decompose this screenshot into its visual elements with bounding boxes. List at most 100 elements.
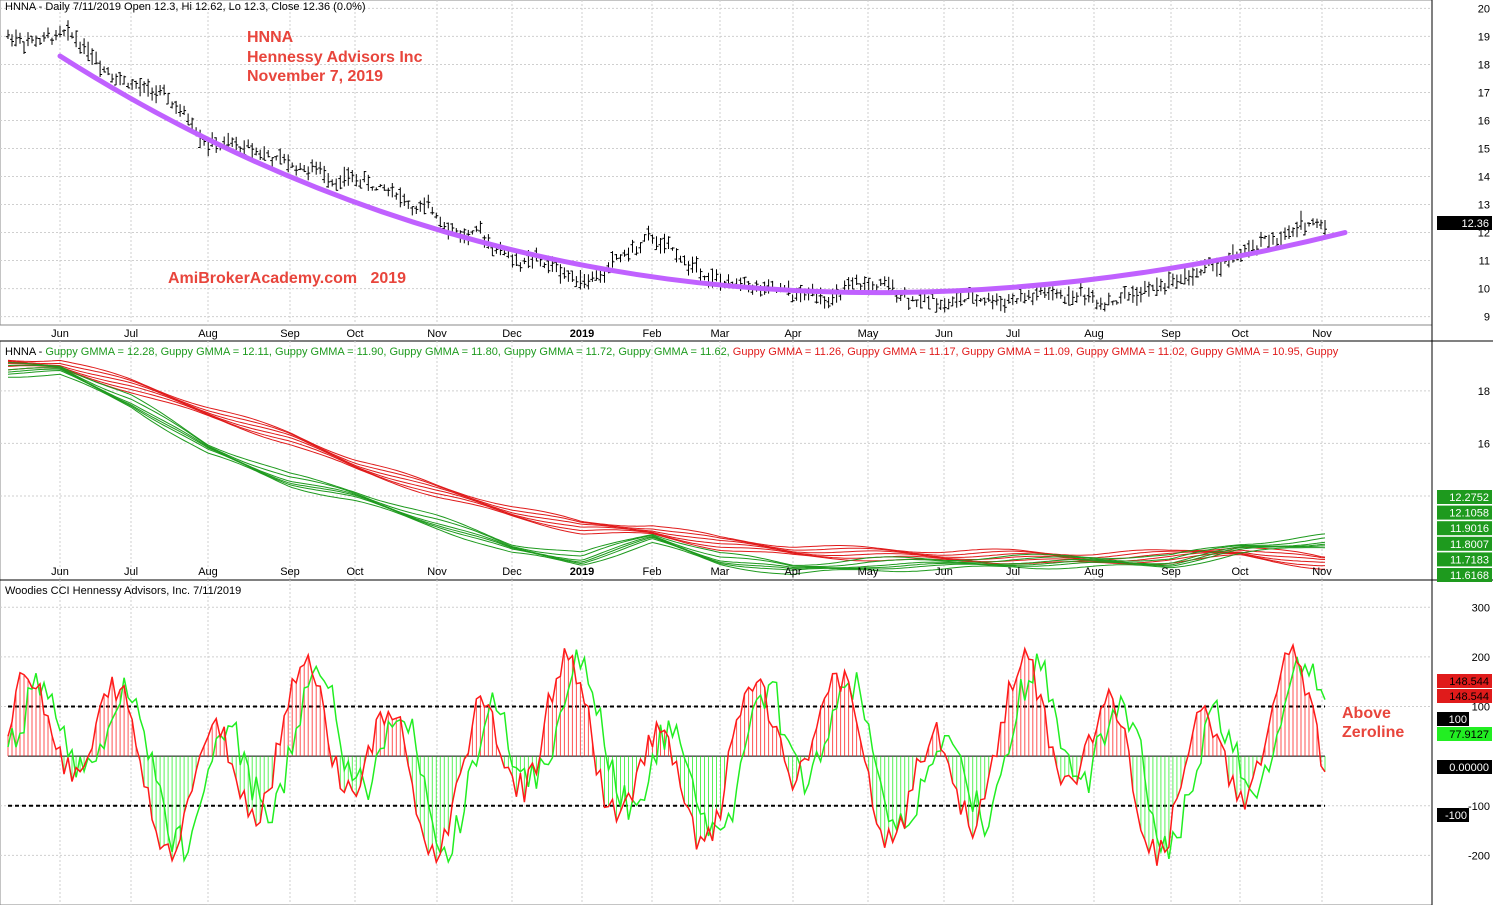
price-tick-10: 10 <box>1478 284 1490 296</box>
month-label-1-8: Feb <box>643 566 662 578</box>
month-label-0-15: Sep <box>1161 328 1181 340</box>
cci-tick-1: 200 <box>1472 652 1490 664</box>
month-label-0-8: Feb <box>643 328 662 340</box>
gmma-header-item-6: Guppy GMMA = 11.26, <box>733 346 847 358</box>
gmma-value-2-bg <box>1437 521 1492 536</box>
month-label-1-14: Aug <box>1084 566 1104 578</box>
gmma-value-1-bg <box>1437 505 1492 520</box>
month-label-0-3: Sep <box>280 328 300 340</box>
cci-header: Woodies CCI Hennessy Advisors, Inc. 7/11… <box>5 585 241 597</box>
month-label-0-11: May <box>858 328 879 340</box>
annotation-zeroline: Zeroline <box>1342 724 1404 741</box>
month-label-0-1: Jul <box>124 328 138 340</box>
price-tick-11: 9 <box>1484 312 1490 324</box>
month-label-1-2: Aug <box>198 566 218 578</box>
gmma-header-item-2: Guppy GMMA = 11.90, <box>275 346 389 358</box>
month-label-0-4: Oct <box>346 328 363 340</box>
price-header: HNNA - Daily 7/11/2019 Open 12.3, Hi 12.… <box>5 1 366 13</box>
cci-value-4: 0.00000 <box>1449 762 1489 774</box>
price-last-label: 12.36 <box>1461 218 1489 230</box>
gmma-lines <box>7 359 1326 576</box>
price-tick-7: 13 <box>1478 200 1490 212</box>
month-label-1-13: Jul <box>1006 566 1020 578</box>
cci-value-3-bg <box>1437 727 1492 741</box>
month-label-1-15: Sep <box>1161 566 1181 578</box>
price-tick-6: 14 <box>1478 172 1490 184</box>
gmma-short-3 <box>8 373 1326 576</box>
gmma-short-1 <box>7 369 1325 571</box>
trend-curve <box>57 53 1348 296</box>
month-label-0-5: Nov <box>427 328 447 340</box>
month-label-1-11: May <box>858 566 879 578</box>
cci-m100-bg <box>1437 808 1469 822</box>
gmma-header-item-9: Guppy GMMA = 11.02, <box>1076 346 1190 358</box>
cci-tick-3: -100 <box>1468 801 1490 813</box>
gmma-header-item-5: Guppy GMMA = 11.62, <box>618 346 732 358</box>
month-label-1-6: Dec <box>502 566 522 578</box>
gmma-tick-0: 18 <box>1478 386 1490 398</box>
gmma-value-1: 12.1058 <box>1449 508 1489 520</box>
value-labels: 12.36 12.2752 12.1058 11.9016 11.8007 11.7183… <box>1437 216 1492 822</box>
gmma-header-item-1: Guppy GMMA = 12.11, <box>161 346 275 358</box>
gmma-header-item-0: Guppy GMMA = 12.28, <box>45 346 160 358</box>
month-label-1-7: 2019 <box>570 566 594 578</box>
gmma-value-0: 12.2752 <box>1449 492 1489 504</box>
gmma-value-2: 11.9016 <box>1450 523 1489 535</box>
gmma-value-3: 11.8007 <box>1450 539 1489 551</box>
cci-value-4-bg <box>1437 760 1492 774</box>
month-label-1-4: Oct <box>346 566 363 578</box>
cci-value-2: 100 <box>1449 714 1467 726</box>
gmma-value-5: 11.6168 <box>1450 570 1489 582</box>
price-tick-2: 18 <box>1478 59 1490 71</box>
cci-100-bg <box>1437 712 1469 726</box>
month-label-1-12: Jun <box>935 566 953 578</box>
month-label-1-10: Apr <box>784 566 801 578</box>
gmma-long-3 <box>7 361 1326 561</box>
cci-layer <box>7 642 1326 866</box>
annotation-site: AmiBrokerAcademy.com 2019 <box>168 270 406 287</box>
cci-value-0: 148.544 <box>1449 676 1489 688</box>
month-label-1-5: Nov <box>427 566 447 578</box>
price-tick-4: 16 <box>1478 116 1490 128</box>
price-tick-9: 11 <box>1479 256 1490 268</box>
month-label-0-10: Apr <box>784 328 801 340</box>
gmma-header-item-11: Guppy <box>1306 346 1339 358</box>
month-label-1-0: Jun <box>51 566 69 578</box>
price-tick-5: 15 <box>1478 144 1490 156</box>
month-label-1-16: Oct <box>1231 566 1248 578</box>
month-label-0-6: Dec <box>502 328 522 340</box>
gmma-header-item-8: Guppy GMMA = 11.09, <box>962 346 1076 358</box>
gmma-header-prefix: HNNA - <box>5 346 45 358</box>
month-label-0-0: Jun <box>51 328 69 340</box>
price-tick-8: 12 <box>1478 228 1490 240</box>
price-tick-1: 19 <box>1478 31 1490 43</box>
cci-value-0-bg <box>1437 674 1492 688</box>
gmma-long-4 <box>7 360 1326 559</box>
gmma-value-4-bg <box>1437 552 1492 567</box>
cci-tick-2: 100 <box>1472 702 1490 714</box>
gmma-short-2 <box>7 364 1326 567</box>
gmma-header-items: Guppy GMMA = 12.28, Guppy GMMA = 12.11, … <box>45 346 1338 358</box>
month-labels: Jun Jul Aug Sep Oct Nov Dec 2019 Feb Mar Apr May Jun… <box>51 328 1332 578</box>
gmma-header-item-10: Guppy GMMA = 10.95, <box>1191 346 1306 358</box>
gmma-header-item-3: Guppy GMMA = 11.80, <box>389 346 503 358</box>
gmma-long-0 <box>7 367 1326 570</box>
cci-value-1-bg <box>1437 689 1492 703</box>
price-tick-3: 17 <box>1478 88 1490 100</box>
price-last-label-bg <box>1437 216 1492 230</box>
gmma-panel-frame <box>0 340 1433 581</box>
cci-value-3: 77.9127 <box>1449 729 1489 741</box>
cci-tick-0: 300 <box>1472 602 1490 614</box>
gmma-header-item-4: Guppy GMMA = 11.72, <box>504 346 618 358</box>
gmma-value-3-bg <box>1437 536 1492 551</box>
month-label-0-13: Jul <box>1006 328 1020 340</box>
price-bars <box>6 20 1348 313</box>
month-label-1-9: Mar <box>711 566 730 578</box>
cci-value-5: -100 <box>1445 810 1467 822</box>
annotation-date: November 7, 2019 <box>247 68 383 85</box>
month-label-0-12: Jun <box>935 328 953 340</box>
gmma-value-5-bg <box>1437 568 1492 582</box>
gmma-header: HNNA - Guppy GMMA = 12.28, Guppy GMMA = … <box>5 346 1339 358</box>
